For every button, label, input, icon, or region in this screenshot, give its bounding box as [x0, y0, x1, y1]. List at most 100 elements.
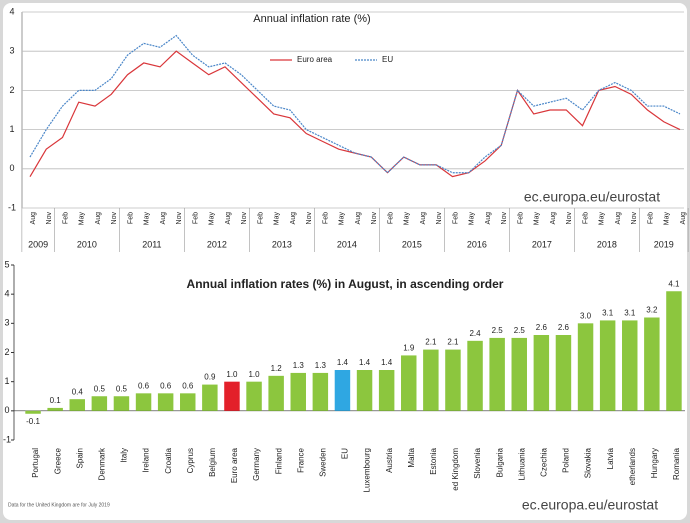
x-tick-label: May: [144, 212, 151, 226]
y-tick-label: 2: [4, 347, 9, 357]
x-tick-label: Slovakia: [584, 447, 593, 478]
value-label: 2.6: [558, 323, 570, 332]
x-tick-label: Nov: [46, 212, 53, 225]
x-tick-label: Slovenia: [473, 447, 482, 478]
bar: [268, 375, 284, 411]
x-tick-label: May: [599, 212, 606, 226]
x-tick-label: Ireland: [142, 448, 151, 472]
bar: [467, 340, 483, 411]
x-tick-label: Nov: [111, 212, 118, 225]
y-tick-label: 0: [9, 163, 14, 173]
value-label: 2.1: [425, 338, 437, 347]
value-label: 1.4: [381, 358, 393, 367]
legend-label: EU: [382, 55, 393, 64]
bar: [533, 335, 550, 411]
y-tick-label: 0: [4, 405, 9, 415]
x-tick-label: Nov: [631, 212, 638, 225]
x-tick-label: Nov: [176, 212, 183, 225]
x-tick-label: May: [339, 212, 346, 226]
bar: [224, 381, 240, 411]
value-label: 1.0: [248, 370, 260, 379]
bar: [622, 320, 638, 411]
series-line: [29, 50, 681, 178]
y-tick-label: 2: [9, 85, 14, 95]
value-label: 3.1: [602, 309, 614, 318]
y-tick-label: 3: [4, 318, 9, 328]
x-tick-label: Malta: [407, 447, 416, 467]
value-label: 2.1: [447, 338, 459, 347]
year-label: 2013: [272, 239, 292, 249]
x-tick-label: Lithuania: [517, 447, 526, 480]
bar: [489, 337, 505, 411]
x-tick-label: May: [209, 212, 216, 226]
value-label: 1.4: [359, 358, 371, 367]
year-label: 2011: [142, 239, 161, 249]
x-tick-label: Portugal: [31, 448, 40, 478]
bar: [25, 410, 41, 414]
value-label: 0.6: [182, 381, 194, 390]
x-tick-label: Euro area: [230, 447, 239, 483]
y-tick-label: 5: [4, 259, 9, 269]
value-label: 3.0: [580, 311, 592, 320]
bar: [47, 407, 63, 411]
x-tick-label: May: [404, 212, 411, 226]
x-tick-label: Feb: [62, 212, 69, 224]
x-tick-label: Sweden: [318, 448, 327, 477]
year-label: 2012: [207, 239, 227, 249]
year-label: 2010: [77, 239, 97, 249]
x-tick-label: Aug: [30, 212, 37, 225]
x-tick-label: Feb: [582, 212, 589, 224]
footnote: Data for the United Kingdom are for July…: [8, 502, 110, 508]
year-label: 2015: [402, 239, 422, 249]
x-tick-label: Nov: [501, 212, 508, 225]
x-tick-label: May: [469, 212, 476, 226]
y-tick-label: -1: [3, 434, 11, 444]
x-tick-label: Feb: [647, 212, 654, 224]
year-label: 2017: [532, 239, 552, 249]
value-label: 1.3: [293, 361, 305, 370]
x-tick-label: Belgium: [208, 448, 217, 477]
y-tick-label: 4: [9, 6, 14, 16]
x-tick-label: Feb: [257, 212, 264, 224]
x-tick-label: Aug: [160, 212, 167, 225]
value-label: 0.5: [116, 384, 128, 393]
legend-label: Euro area: [297, 55, 333, 64]
x-tick-label: Austria: [385, 447, 394, 472]
x-tick-label: Aug: [615, 212, 622, 225]
x-tick-label: Poland: [562, 448, 571, 473]
x-tick-label: Nov: [241, 212, 248, 225]
x-tick-label: Croatia: [164, 447, 173, 473]
x-tick-label: Latvia: [606, 447, 615, 469]
x-tick-label: Nov: [306, 212, 313, 225]
value-label: -0.1: [26, 417, 40, 426]
x-tick-label: Aug: [290, 212, 297, 225]
x-tick-label: Hungary: [650, 448, 659, 478]
value-label: 2.4: [469, 329, 481, 338]
x-tick-label: Feb: [322, 212, 329, 224]
y-tick-label: 1: [9, 124, 14, 134]
year-label: 2014: [337, 239, 357, 249]
x-tick-label: Germany: [252, 448, 261, 481]
x-tick-label: Spain: [75, 448, 84, 468]
source: ec.europa.eu/eurostat: [524, 189, 660, 205]
value-label: 0.9: [204, 373, 216, 382]
bar: [69, 399, 85, 411]
x-tick-label: Aug: [225, 212, 232, 225]
value-label: 2.5: [492, 326, 504, 335]
series-line: [29, 34, 681, 174]
source: ec.europa.eu/eurostat: [522, 497, 658, 513]
x-tick-label: Aug: [485, 212, 492, 225]
x-tick-label: Bulgaria: [495, 447, 504, 477]
x-tick-label: May: [274, 212, 281, 226]
value-label: 1.0: [226, 370, 238, 379]
x-tick-label: Greece: [53, 447, 62, 474]
x-tick-label: Feb: [517, 212, 524, 224]
x-tick-label: Feb: [127, 212, 134, 224]
x-tick-label: May: [534, 212, 541, 226]
bar: [290, 372, 306, 411]
x-tick-label: Estonia: [429, 447, 438, 474]
bar: [555, 335, 572, 411]
x-tick-label: Feb: [452, 212, 459, 224]
x-tick-label: Nov: [566, 212, 573, 225]
value-label: 2.6: [536, 323, 548, 332]
